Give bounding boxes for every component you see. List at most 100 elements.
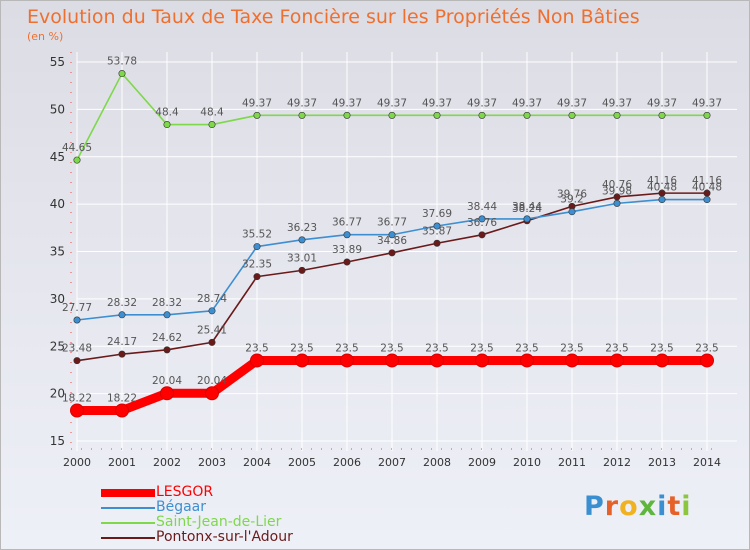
- legend: LESGOR Bégaar Saint-Jean-de-Lier Pontonx-su…: [101, 484, 361, 545]
- data-label: 23.5: [335, 342, 358, 354]
- data-point: [523, 215, 531, 223]
- data-point: [343, 111, 351, 119]
- x-tick-label: 2000: [63, 456, 91, 469]
- data-point: [433, 111, 441, 119]
- legend-label: Pontonx-sur-l'Adour: [156, 529, 293, 545]
- data-label: 37.69: [422, 208, 452, 220]
- data-point: [70, 403, 84, 418]
- data-point: [613, 199, 621, 207]
- legend-swatch: [101, 537, 155, 539]
- data-label: 53.78: [107, 56, 137, 68]
- data-label: 44.65: [62, 142, 92, 154]
- data-label-layer: 44.65 53.78 48.4 48.4 49.37 49.37 49.37 49.37 49…: [62, 56, 722, 405]
- legend-label: LESGOR: [156, 484, 214, 500]
- data-label: 28.32: [152, 297, 182, 309]
- data-label: 23.5: [425, 342, 448, 354]
- data-label: 40.76: [602, 179, 632, 191]
- data-label: 23.5: [695, 342, 718, 354]
- x-tick-label: 2012: [603, 456, 631, 469]
- data-point: [118, 350, 126, 358]
- x-tick-label: 2003: [198, 456, 226, 469]
- data-label: 36.76: [467, 217, 497, 229]
- data-label: 48.4: [155, 107, 179, 119]
- data-label: 24.17: [107, 336, 137, 348]
- data-point: [298, 266, 306, 274]
- data-label: 40.48: [647, 182, 677, 194]
- data-label: 49.37: [557, 97, 587, 109]
- data-point: [253, 111, 261, 119]
- data-point: [253, 243, 261, 251]
- legend-swatch: [101, 489, 155, 497]
- data-point: [163, 346, 171, 354]
- data-point: [160, 386, 174, 401]
- legend-label: Bégaar: [156, 499, 207, 515]
- data-point: [433, 222, 441, 230]
- x-tick-label: 2008: [423, 456, 451, 469]
- legend-item: LESGOR: [101, 484, 361, 500]
- data-label: 35.52: [242, 229, 272, 241]
- y-tick-label: 45: [50, 150, 65, 164]
- data-label: 39.76: [557, 188, 587, 200]
- data-point: [343, 258, 351, 266]
- data-label: 49.37: [287, 97, 317, 109]
- x-tick-label: 2005: [288, 456, 316, 469]
- data-point: [388, 111, 396, 119]
- data-point: [658, 196, 666, 204]
- legend-item: Saint-Jean-de-Lier: [101, 514, 361, 530]
- data-point: [613, 111, 621, 119]
- y-tick-label: 35: [50, 245, 65, 259]
- data-point: [163, 311, 171, 319]
- data-point: [565, 353, 579, 368]
- data-point: [385, 353, 399, 368]
- data-label: 23.5: [560, 342, 583, 354]
- legend-swatch: [101, 507, 155, 509]
- x-tick-label: 2007: [378, 456, 406, 469]
- y-tick-label: 20: [50, 387, 65, 401]
- x-tick-label: 2002: [153, 456, 181, 469]
- y-tick-label: 25: [50, 339, 65, 353]
- data-point: [253, 273, 261, 281]
- data-point: [523, 111, 531, 119]
- data-label: 48.4: [200, 107, 224, 119]
- y-tick-label: 40: [50, 197, 65, 211]
- data-point: [343, 231, 351, 239]
- x-tick-label: 2014: [693, 456, 721, 469]
- data-label: 23.5: [290, 342, 313, 354]
- legend-label: Saint-Jean-de-Lier: [156, 514, 282, 530]
- data-point: [655, 353, 669, 368]
- data-point: [205, 386, 219, 401]
- data-label: 49.37: [692, 97, 722, 109]
- data-label: 49.37: [602, 97, 632, 109]
- data-point: [115, 403, 129, 418]
- data-point: [118, 70, 126, 78]
- data-point: [298, 236, 306, 244]
- data-label: 34.86: [377, 235, 407, 247]
- data-label: 39.2: [560, 194, 583, 206]
- data-point: [208, 338, 216, 346]
- x-tick-label: 2010: [513, 456, 541, 469]
- legend-item: Bégaar: [101, 499, 361, 515]
- data-point: [568, 208, 576, 216]
- data-point: [478, 111, 486, 119]
- y-axis-unit-label: (en %): [27, 30, 64, 43]
- data-label: 49.37: [647, 97, 677, 109]
- data-point: [208, 307, 216, 315]
- legend-swatch: [101, 522, 155, 524]
- data-point: [163, 121, 171, 129]
- data-label: 24.62: [152, 332, 182, 344]
- x-tick-label: 2004: [243, 456, 271, 469]
- data-label: 23.5: [650, 342, 673, 354]
- data-label: 38.24: [512, 203, 542, 215]
- data-point: [433, 239, 441, 247]
- y-tick-label: 50: [50, 102, 65, 116]
- data-point: [73, 316, 81, 324]
- data-point: [478, 231, 486, 239]
- data-label: 36.23: [287, 222, 317, 234]
- series-layer: [70, 70, 714, 418]
- data-point: [610, 353, 624, 368]
- data-point: [340, 353, 354, 368]
- x-tick-label: 2009: [468, 456, 496, 469]
- data-label: 38.44: [512, 201, 542, 213]
- data-label: 23.5: [470, 342, 493, 354]
